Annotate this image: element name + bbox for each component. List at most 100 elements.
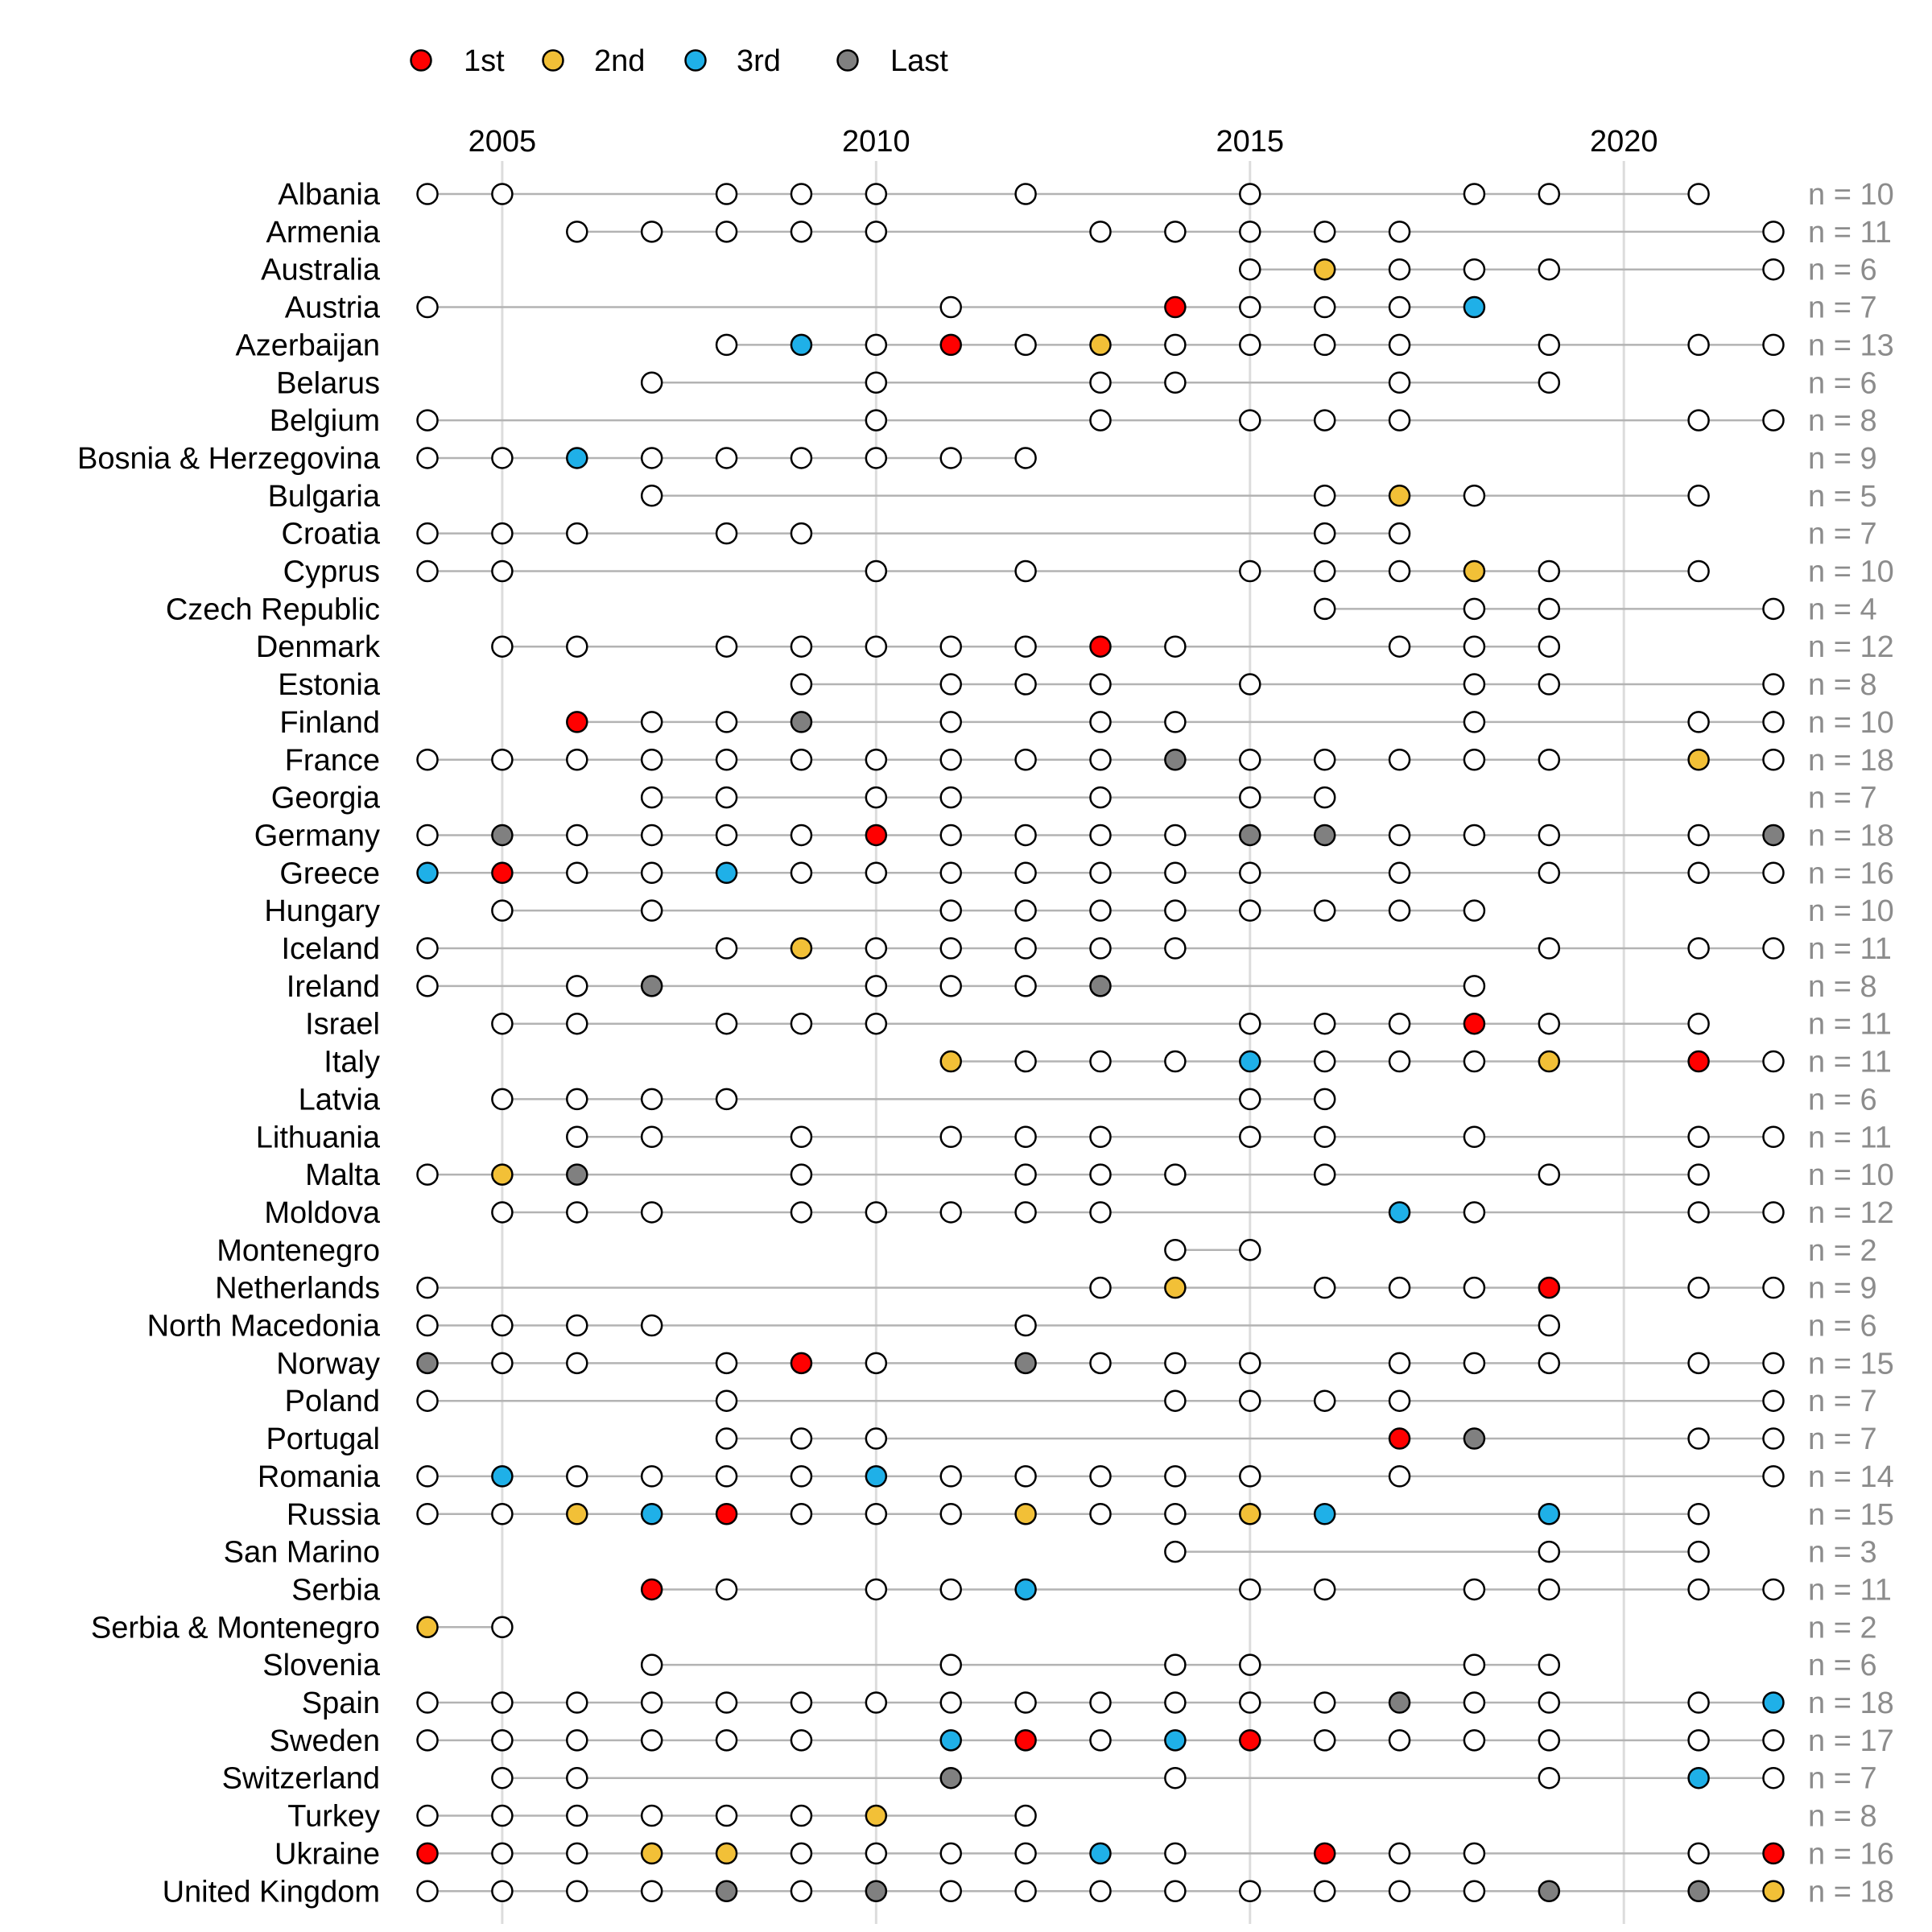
country-row: Norway n = 15 [276, 1347, 1894, 1381]
point [865, 333, 888, 357]
point [1463, 975, 1486, 997]
point [1239, 1125, 1261, 1148]
point [1538, 1314, 1561, 1337]
point-second [790, 937, 813, 960]
point [1762, 1276, 1785, 1299]
count-label: n = 11 [1808, 932, 1892, 966]
count-label: n = 11 [1808, 216, 1892, 250]
point [491, 1842, 514, 1865]
country-row: Hungary n = 10 [264, 894, 1893, 928]
point [1089, 1125, 1112, 1148]
point [939, 1691, 962, 1714]
point [1239, 333, 1261, 357]
point [1089, 1729, 1112, 1752]
point-third [566, 447, 588, 469]
point [416, 447, 439, 469]
point-second [566, 1503, 588, 1525]
count-label: n = 10 [1808, 1158, 1894, 1192]
point [1164, 221, 1187, 243]
point [865, 1503, 888, 1525]
point-third [790, 333, 813, 357]
point [491, 749, 514, 771]
point [1538, 258, 1561, 281]
country-row: Albania n = 10 [278, 178, 1893, 212]
point [1388, 295, 1411, 319]
point [1687, 1540, 1710, 1563]
point [1239, 899, 1261, 922]
count-label: n = 11 [1808, 1046, 1892, 1080]
country-row: Lithuania n = 11 [256, 1121, 1892, 1154]
point-first [1164, 295, 1187, 319]
count-label: n = 7 [1808, 518, 1877, 551]
point [416, 1880, 439, 1902]
point [1089, 673, 1112, 696]
point [1762, 1465, 1785, 1488]
point [715, 786, 738, 809]
point [1014, 1125, 1037, 1148]
x-axis-top: 2005 2010 2015 2020 [469, 125, 1658, 159]
point [715, 1389, 738, 1412]
country-row: Ireland n = 8 [287, 970, 1877, 1004]
point [790, 1125, 813, 1148]
country-label: Malta [305, 1158, 381, 1192]
point [1687, 1842, 1710, 1865]
point [1687, 1578, 1710, 1601]
point [1762, 1201, 1785, 1224]
point-third [715, 861, 738, 885]
point-third [1388, 1201, 1411, 1224]
point [790, 1163, 813, 1186]
point [566, 1012, 588, 1035]
point-third [1538, 1503, 1561, 1525]
point [1164, 1352, 1187, 1375]
point [566, 522, 588, 545]
point [1089, 937, 1112, 960]
point-third [865, 1465, 888, 1488]
country-row: Serbia n = 11 [291, 1573, 1892, 1607]
point-first [491, 861, 514, 885]
count-label: n = 2 [1808, 1234, 1877, 1268]
point [1538, 861, 1561, 885]
point [865, 1201, 888, 1224]
country-row: Poland n = 7 [285, 1385, 1877, 1418]
point [1089, 1050, 1112, 1073]
count-label: n = 4 [1808, 592, 1877, 626]
point [640, 485, 663, 507]
point-last [1164, 749, 1187, 771]
point [1164, 1503, 1187, 1525]
country-rows: Albania n = 10 Armenia n = 11 Australia n = 6… [77, 178, 1894, 1909]
point [640, 711, 663, 733]
country-row: Finland n = 10 [279, 706, 1893, 740]
point [1388, 635, 1411, 658]
point [1388, 1050, 1411, 1073]
country-label: Cyprus [283, 555, 380, 589]
point-third [416, 861, 439, 885]
country-label: Switzerland [222, 1762, 380, 1796]
point [939, 1201, 962, 1224]
point [416, 522, 439, 545]
count-label: n = 6 [1808, 1649, 1877, 1682]
point [939, 1503, 962, 1525]
country-label: Estonia [278, 668, 381, 702]
point [715, 1012, 738, 1035]
point [865, 786, 888, 809]
point [790, 1842, 813, 1865]
point [1239, 1088, 1261, 1111]
point [715, 711, 738, 733]
point [640, 1201, 663, 1224]
count-label: n = 11 [1808, 1008, 1892, 1042]
count-label: n = 16 [1808, 1837, 1894, 1871]
point [1089, 221, 1112, 243]
country-row: Romania n = 14 [258, 1460, 1894, 1494]
count-label: n = 7 [1808, 1422, 1877, 1456]
country-row: Denmark n = 12 [256, 630, 1894, 664]
country-label: Latvia [299, 1083, 381, 1117]
point [1388, 258, 1411, 281]
point [1762, 1125, 1785, 1148]
point [640, 786, 663, 809]
point-first [1089, 635, 1112, 658]
point [640, 749, 663, 771]
point [1388, 1012, 1411, 1035]
point [865, 1842, 888, 1865]
country-label: Montenegro [217, 1234, 380, 1268]
point [1463, 597, 1486, 621]
